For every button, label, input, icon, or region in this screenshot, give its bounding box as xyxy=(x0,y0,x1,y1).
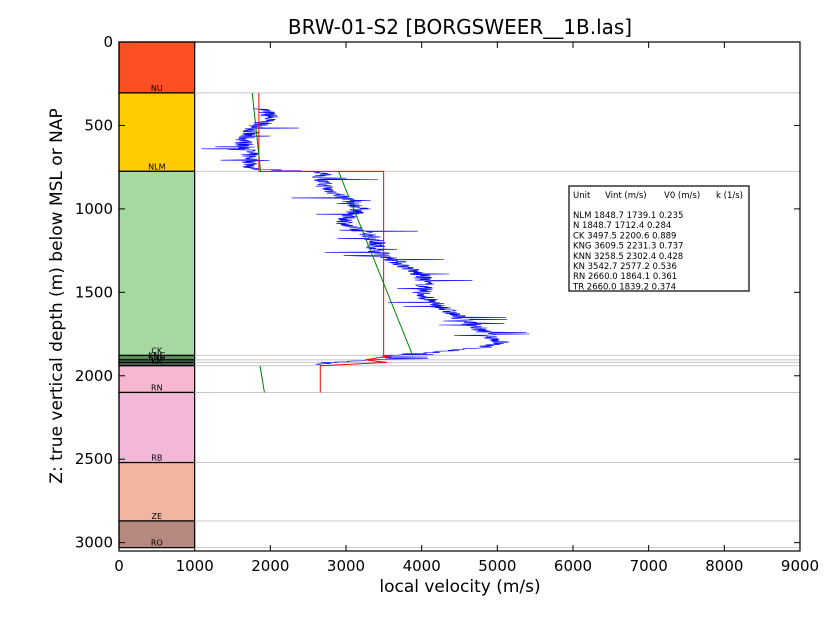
y-tick-label: 1500 xyxy=(75,283,113,301)
unit-label-nu: NU xyxy=(151,84,163,93)
x-axis-ticks: 0 1000 2000 3000 4000 5000 6000 7000 8000 9000 xyxy=(114,42,819,575)
velocity-table: Unit Vint (m/s) V0 (m/s) k (1/s) NLM 1848.7 … xyxy=(568,185,750,292)
x-tick-label: 3000 xyxy=(327,557,365,575)
unit-label-rn: RN xyxy=(151,383,163,392)
y-tick-label: 2500 xyxy=(75,450,113,468)
series-linear-rn xyxy=(259,365,265,393)
table-row: N 1848.7 1712.4 0.284 xyxy=(573,221,671,231)
table-row: KNG 3609.5 2231.3 0.737 xyxy=(573,242,683,252)
chart-title: BRW-01-S2 [BORGSWEER__1B.las] xyxy=(288,15,632,39)
plot-frame xyxy=(118,41,801,552)
x-tick-label: 4000 xyxy=(403,557,441,575)
unit-block-ro xyxy=(118,520,196,549)
y-axis-label: Z: true vertical depth (m) below MSL or … xyxy=(47,108,67,483)
x-tick-label: 7000 xyxy=(630,557,668,575)
table-row: NLM 1848.7 1739.1 0.235 xyxy=(573,211,683,221)
table-row: KN 3542.7 2577.2 0.536 xyxy=(573,262,677,272)
table-header-cell: k (1/s) xyxy=(716,191,743,201)
x-tick-label: 8000 xyxy=(705,557,743,575)
x-tick-label: 5000 xyxy=(478,557,516,575)
x-tick-label: 0 xyxy=(114,557,124,575)
x-tick-label: 1000 xyxy=(176,557,214,575)
unit-block-rb xyxy=(118,391,196,464)
y-tick-label: 0 xyxy=(103,33,113,51)
table-row: CK 3497.5 2200.6 0.889 xyxy=(573,231,676,241)
series-interval-velocity xyxy=(258,92,393,393)
y-tick-label: 3000 xyxy=(75,534,113,552)
table-row: KNN 3258.5 2302.4 0.428 xyxy=(573,252,683,262)
table-header-cell: Vint (m/s) xyxy=(605,191,647,201)
unit-label-kng: KNG xyxy=(148,351,165,360)
unit-label-ze: ZE xyxy=(152,512,163,521)
table-box xyxy=(568,185,750,292)
series-linear-ck xyxy=(338,171,414,356)
x-tick-label: 2000 xyxy=(251,557,289,575)
unit-block-nlm xyxy=(118,92,196,172)
unit-block-ze xyxy=(118,461,196,522)
series-layer xyxy=(201,92,530,393)
unit-block-nu xyxy=(118,41,196,94)
unit-label-nlm: NLM xyxy=(148,162,165,171)
table-header-cell: V0 (m/s) xyxy=(664,191,700,201)
x-tick-label: 9000 xyxy=(781,557,819,575)
unit-label-rb: RB xyxy=(151,454,162,463)
unit-block-ck xyxy=(118,170,196,357)
unit-label-kn: KN xyxy=(151,357,162,366)
table-row: RN 2660.0 1864.1 0.361 xyxy=(573,272,677,282)
y-tick-label: 2000 xyxy=(75,367,113,385)
table-row: TR 2660.0 1839.2 0.374 xyxy=(572,282,676,292)
x-tick-label: 6000 xyxy=(554,557,592,575)
table-header-cell: Unit xyxy=(573,191,591,201)
x-axis-label: local velocity (m/s) xyxy=(379,577,540,597)
unit-label-knn: KNN xyxy=(148,353,165,362)
unit-label-ck: CK xyxy=(151,346,163,355)
y-tick-label: 500 xyxy=(84,116,113,134)
y-axis-ticks: 0 500 1000 1500 2000 2500 3000 xyxy=(75,33,800,552)
series-linear-nlm xyxy=(251,92,262,172)
series-velocity-log xyxy=(201,108,530,366)
unit-label-ro: RO xyxy=(151,539,163,548)
y-tick-label: 1000 xyxy=(75,200,113,218)
unit-boundary-grid xyxy=(194,92,800,549)
